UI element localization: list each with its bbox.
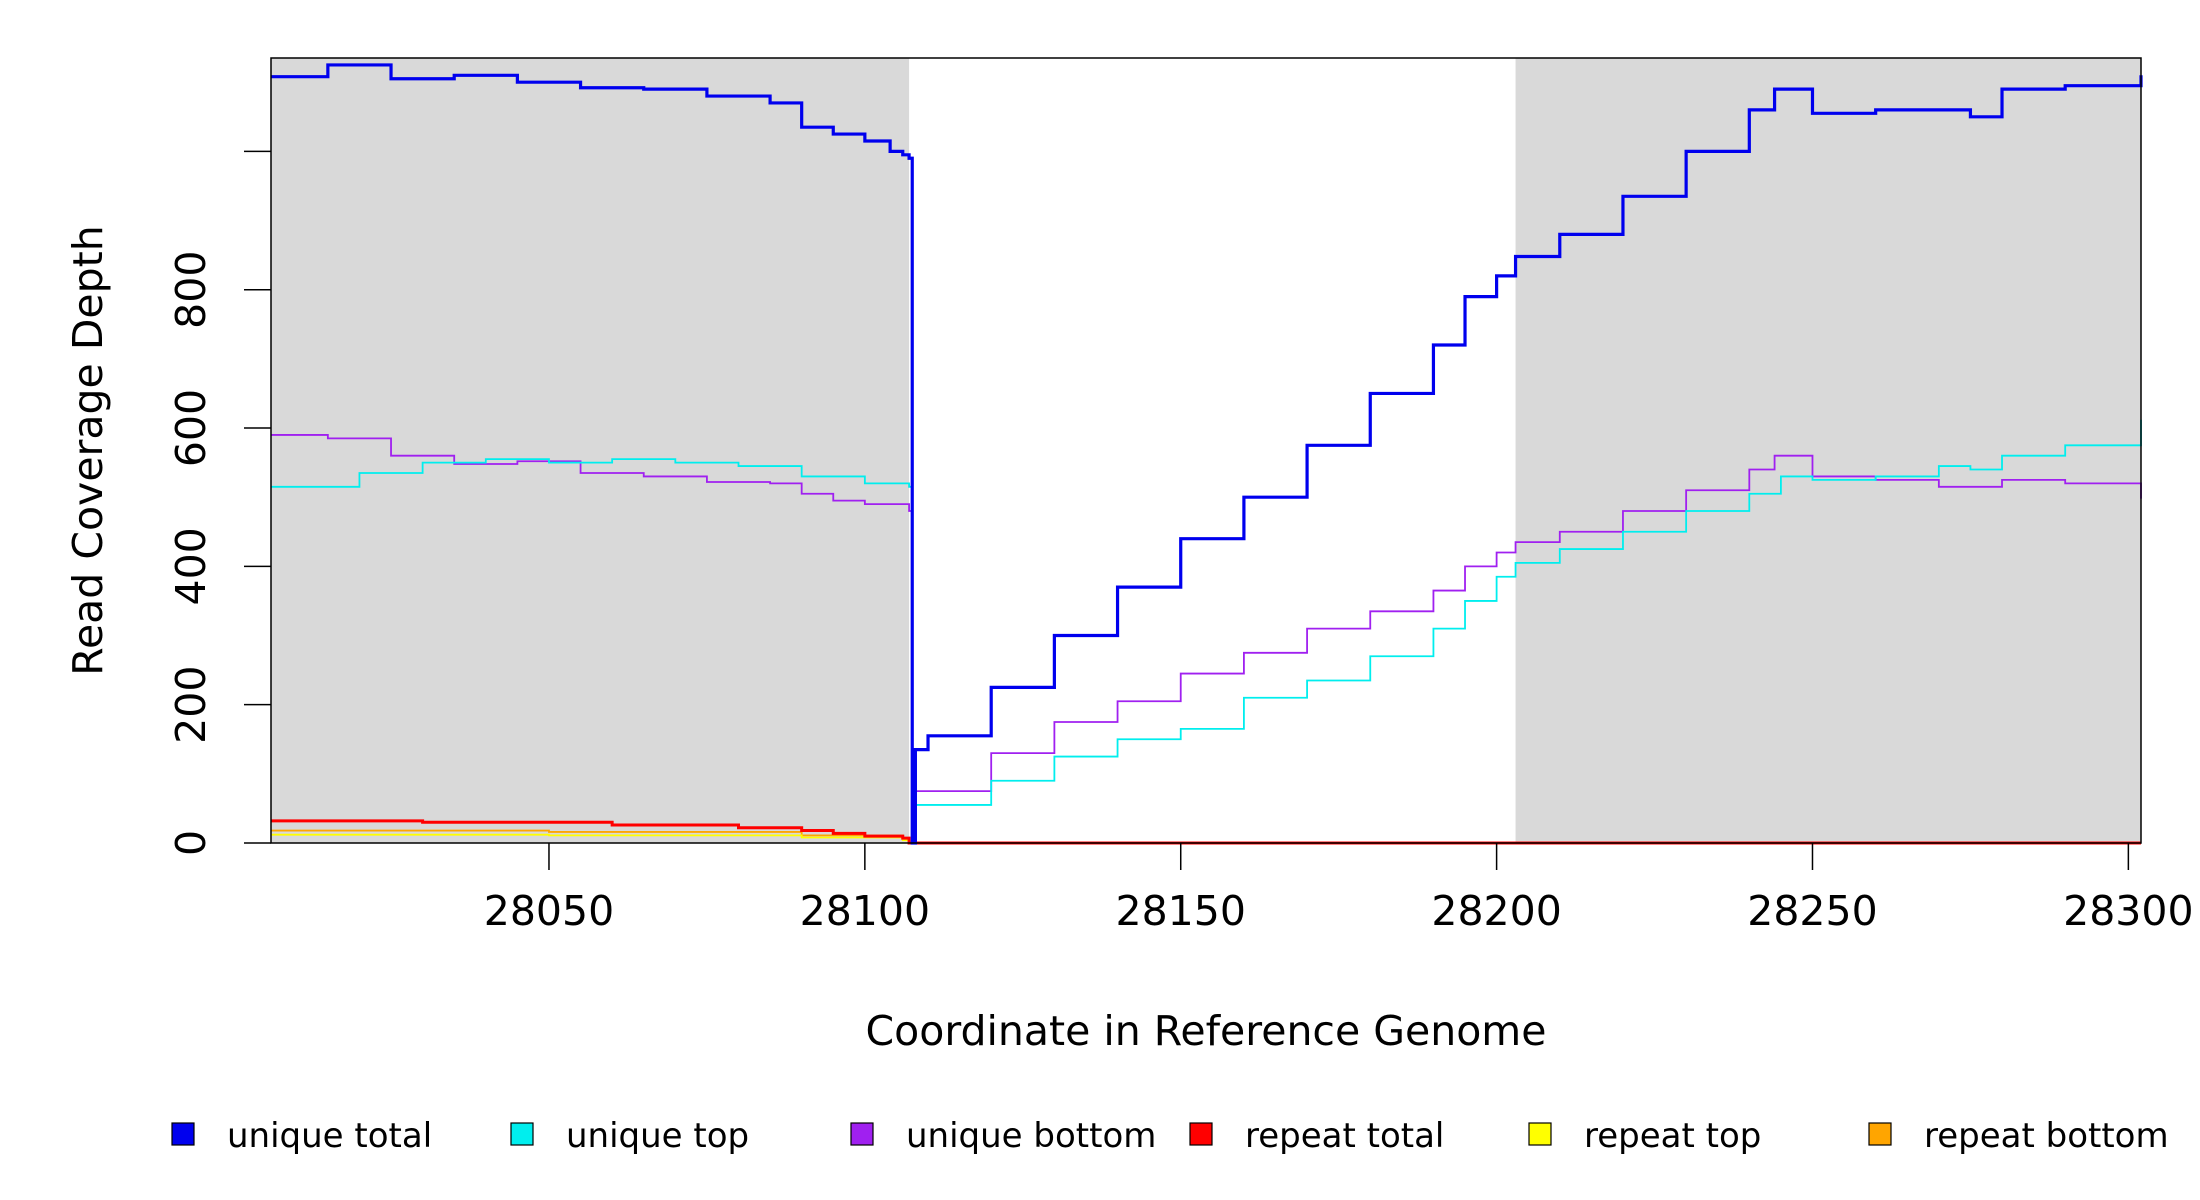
legend-label-unique-total: unique total <box>227 1116 432 1156</box>
legend-label-repeat-top: repeat top <box>1584 1116 1761 1156</box>
x-tick-label-28200: 28200 <box>1431 887 1561 935</box>
y-tick-label-0: 0 <box>167 830 215 856</box>
series-line-unique-total <box>271 63 2143 845</box>
y-tick-label-800: 800 <box>167 251 215 329</box>
legend-swatch-repeat-bottom <box>1868 1122 1892 1146</box>
x-tick-label-28050: 28050 <box>484 887 614 935</box>
legend-label-repeat-bottom: repeat bottom <box>1924 1116 2169 1156</box>
shaded-region-2 <box>1515 58 2141 843</box>
x-tick-label-28100: 28100 <box>800 887 930 935</box>
y-axis-label: Read Coverage Depth <box>64 225 112 675</box>
series-lines <box>271 63 2143 845</box>
y-tick-label-400: 400 <box>167 527 215 605</box>
legend-swatch-unique-top <box>510 1122 534 1146</box>
series-line-repeat-total <box>271 819 2141 845</box>
legend-label-unique-bottom: unique bottom <box>906 1116 1156 1156</box>
legend-swatch-repeat-top <box>1528 1122 1552 1146</box>
x-axis: 28050 28100 28150 28200 28250 28300 <box>484 843 2194 935</box>
series-line-unique-top <box>271 419 2142 844</box>
x-axis-label: Coordinate in Reference Genome <box>866 1007 1547 1055</box>
legend-swatch-repeat-total <box>1189 1122 1213 1146</box>
legend-swatch-unique-total <box>171 1122 195 1146</box>
x-tick-label-28300: 28300 <box>2063 887 2193 935</box>
legend-label-repeat-total: repeat total <box>1245 1116 1444 1156</box>
y-axis: 0 200 400 600 800 <box>167 150 271 856</box>
legend: unique total unique top unique bottom repea… <box>171 1116 2169 1156</box>
x-tick-label-28250: 28250 <box>1747 887 1877 935</box>
plot-frame <box>270 57 2142 844</box>
x-tick-label-28150: 28150 <box>1116 887 1246 935</box>
y-tick-label-200: 200 <box>167 666 215 744</box>
series-line-unique-bottom <box>271 434 2142 844</box>
y-tick-label-600: 600 <box>167 389 215 467</box>
shaded-region-1 <box>271 58 910 843</box>
shaded-regions <box>271 58 2141 843</box>
legend-label-unique-top: unique top <box>566 1116 749 1156</box>
legend-swatch-unique-bottom <box>850 1122 874 1146</box>
